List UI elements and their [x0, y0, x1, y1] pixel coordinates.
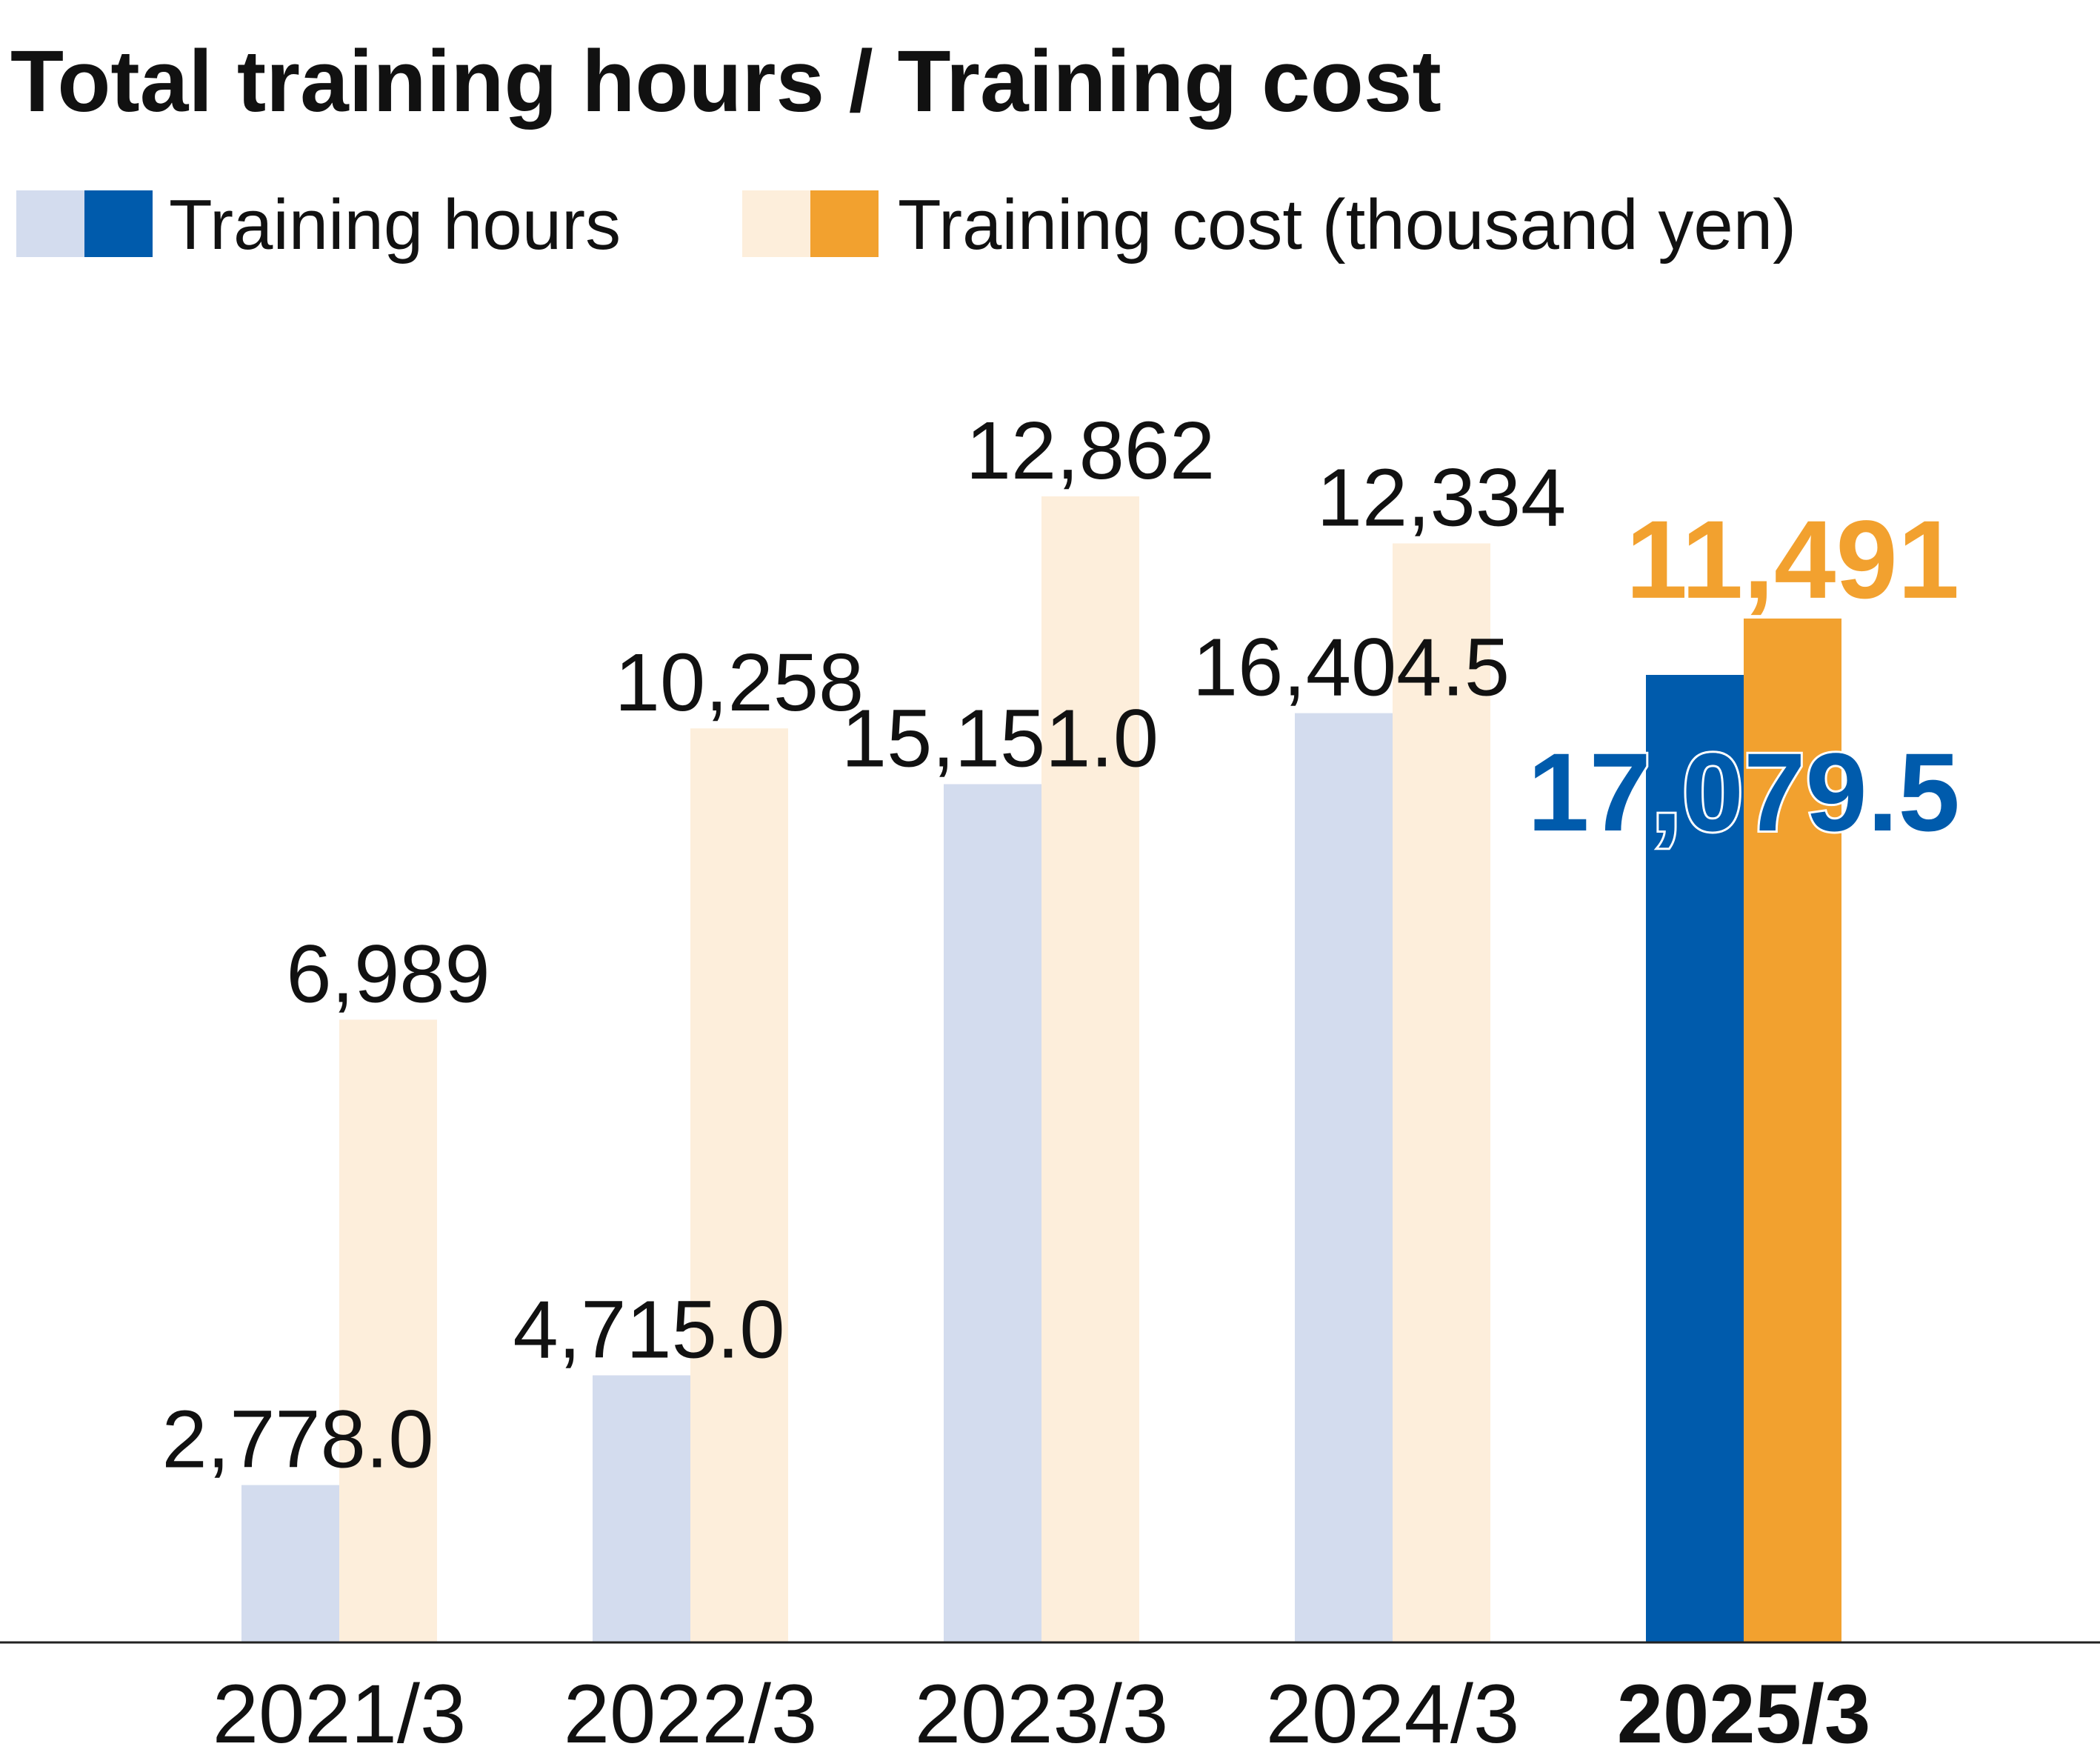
label-cost-2023/3: 12,862 — [966, 405, 1215, 496]
legend-swatch-cost-light — [742, 190, 810, 257]
bar-hours-2023/3 — [944, 784, 1041, 1642]
label-hours-2022/3: 4,715.0 — [513, 1284, 784, 1375]
legend-swatch-cost — [810, 190, 879, 257]
label-hours-2024/3: 16,404.5 — [1193, 622, 1510, 713]
category-labels-group: 2021/3 2022/3 2023/3 2024/3 2025/3 — [213, 1668, 1871, 1758]
category-label-2024/3: 2024/3 — [1266, 1668, 1520, 1758]
legend-label-cost: Training cost (thousand yen) — [898, 185, 1796, 264]
label-cost-2025/3: 11,491 — [1626, 497, 1960, 622]
label-cost-2022/3: 10,258 — [615, 637, 864, 728]
bar-hours-2022/3 — [593, 1375, 690, 1642]
bar-cost-2024/3 — [1393, 543, 1490, 1643]
legend-swatch-hours-light — [16, 190, 84, 257]
category-label-2021/3: 2021/3 — [213, 1668, 467, 1758]
bar-cost-2021/3 — [339, 1019, 437, 1642]
bar-cost-2022/3 — [690, 728, 788, 1643]
label-hours-2023/3: 15,151.0 — [841, 693, 1159, 784]
bar-hours-2024/3 — [1295, 713, 1393, 1642]
legend-label-hours: Training hours — [169, 185, 621, 264]
category-label-2023/3: 2023/3 — [915, 1668, 1169, 1758]
bar-hours-2021/3 — [241, 1485, 339, 1642]
bar-cost-2023/3 — [1041, 496, 1139, 1642]
value-labels-group: 6,989 2,778.0 10,258 4,715.0 12,862 15,151.0 1… — [161, 405, 1961, 1485]
bars-group — [241, 496, 1841, 1643]
category-label-2025/3: 2025/3 — [1617, 1668, 1871, 1758]
label-cost-2021/3: 6,989 — [286, 928, 490, 1019]
chart-title: Total training hours / Training cost — [10, 33, 1441, 130]
legend-swatch-hours — [84, 190, 153, 257]
label-hours-2025/3: 17,079.5 — [1527, 730, 1960, 854]
bar-hours-2025/3 — [1646, 675, 1744, 1642]
legend: Training hours Training cost (thousand ye… — [16, 185, 1796, 264]
bar-cost-2025/3 — [1744, 618, 1841, 1643]
label-hours-2021/3: 2,778.0 — [161, 1394, 433, 1485]
category-label-2022/3: 2022/3 — [564, 1668, 818, 1758]
label-cost-2024/3: 12,334 — [1317, 453, 1566, 544]
